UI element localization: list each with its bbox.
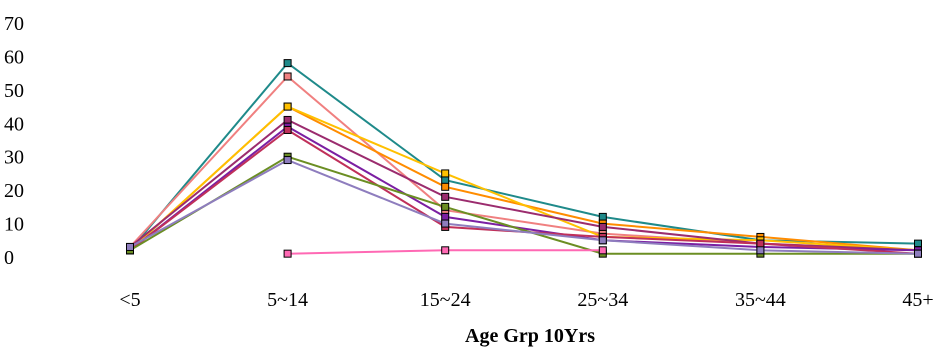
data-point [283, 102, 292, 111]
series-1 [126, 59, 922, 255]
series-line [129, 158, 919, 255]
data-point [283, 249, 292, 258]
data-point [283, 156, 292, 165]
data-point [441, 182, 450, 191]
series-line [129, 128, 919, 255]
x-tick-label: 15~24 [420, 289, 471, 311]
data-point [126, 242, 134, 251]
y-tick-label: 30 [4, 147, 24, 169]
data-point [756, 239, 765, 248]
x-axis-title: Age Grp 10Yrs [465, 325, 595, 347]
data-point [441, 176, 450, 185]
y-tick-label: 0 [4, 247, 14, 269]
series-line [129, 125, 919, 252]
data-point [598, 246, 607, 255]
data-point [441, 212, 450, 221]
y-tick-label: 70 [4, 13, 24, 35]
data-point [283, 125, 292, 134]
data-point [598, 212, 607, 221]
series-2 [126, 72, 922, 255]
data-point [598, 222, 607, 231]
y-tick-label: 10 [4, 214, 24, 236]
x-tick-label: 5~14 [267, 289, 308, 311]
data-point [441, 169, 450, 178]
x-tick-label: 35~44 [735, 289, 786, 311]
series-line [129, 61, 919, 251]
data-point [914, 249, 922, 258]
series-10 [283, 246, 607, 258]
data-point [283, 72, 292, 81]
data-point [914, 239, 922, 248]
series-line [129, 155, 918, 255]
series-layer [126, 59, 922, 258]
x-tick-label: 25~34 [577, 289, 628, 311]
series-line [129, 75, 919, 252]
data-point [441, 202, 450, 211]
y-tick-label: 60 [4, 46, 24, 68]
x-axis-ticks: <5 5~14 15~24 25~34 35~44 45+ [119, 289, 933, 311]
data-point [283, 59, 292, 68]
series-9 [126, 156, 922, 258]
y-tick-label: 40 [4, 113, 24, 135]
data-point [283, 115, 292, 124]
data-point [441, 192, 450, 201]
data-point [441, 219, 450, 228]
data-point [441, 246, 450, 255]
series-6 [126, 122, 922, 255]
y-axis-ticks: 0 10 20 30 40 50 60 70 [4, 13, 24, 269]
y-tick-label: 50 [4, 80, 24, 102]
data-point [598, 236, 607, 245]
data-point [756, 246, 765, 255]
x-tick-label: <5 [119, 289, 140, 311]
x-tick-label: 45+ [902, 289, 933, 311]
series-line [129, 105, 919, 252]
y-tick-label: 20 [4, 180, 24, 202]
series-5 [126, 115, 922, 255]
